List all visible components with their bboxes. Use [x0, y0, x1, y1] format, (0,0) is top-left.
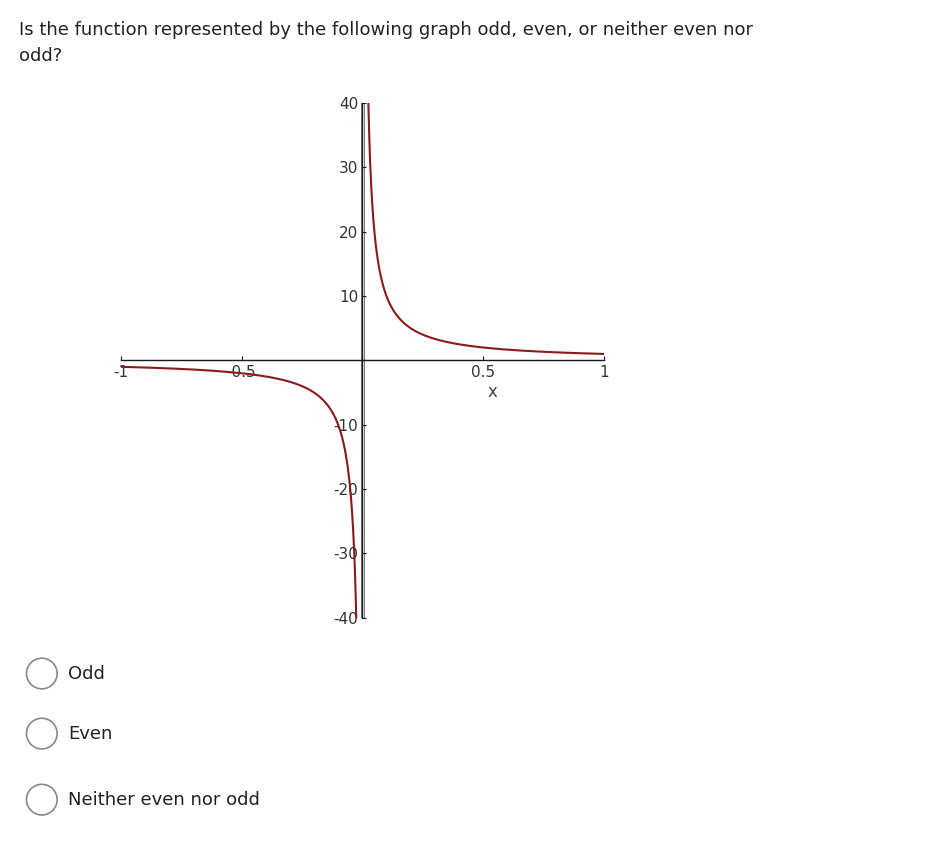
Text: Is the function represented by the following graph odd, even, or neither even no: Is the function represented by the follo…: [19, 21, 752, 39]
Text: Even: Even: [68, 725, 112, 742]
Text: x: x: [487, 383, 497, 401]
Text: Odd: Odd: [68, 665, 105, 682]
Text: odd?: odd?: [19, 47, 62, 65]
Text: Neither even nor odd: Neither even nor odd: [68, 791, 260, 808]
